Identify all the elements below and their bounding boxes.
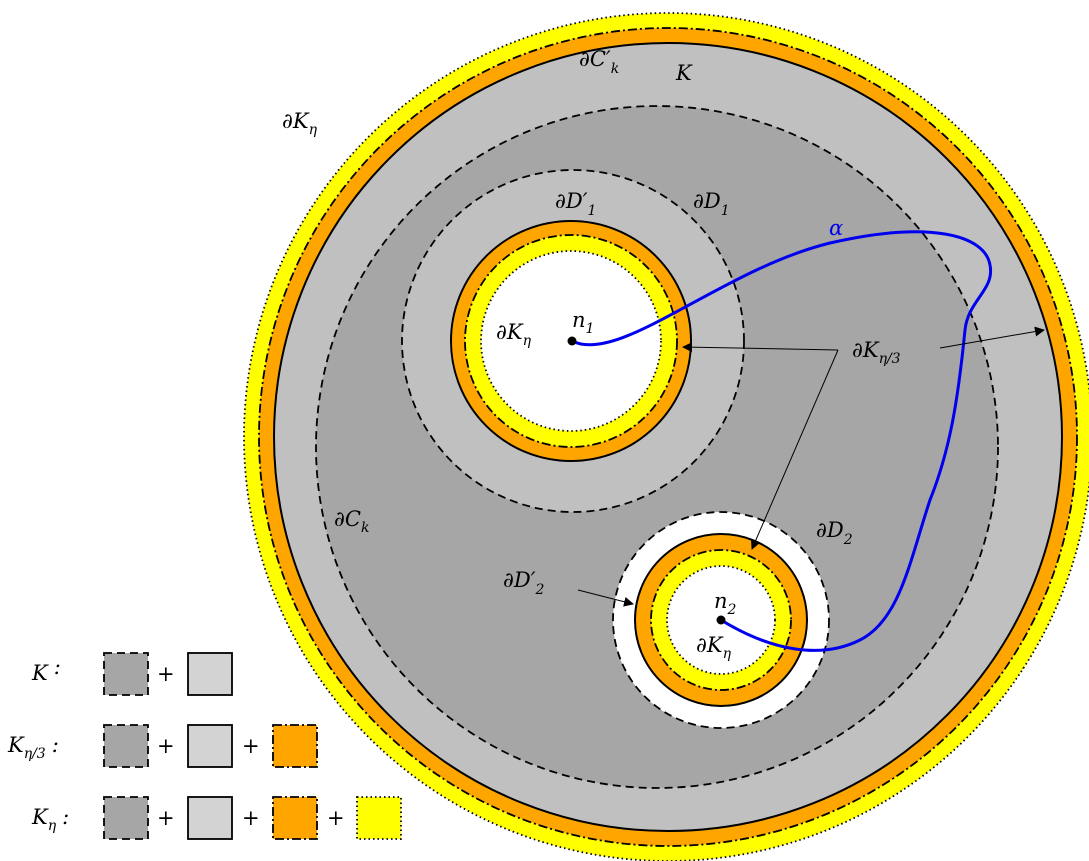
swatch-dark-gray (103, 652, 149, 696)
swatch-orange (272, 796, 318, 840)
arrow-to-hole2-ring (750, 349, 839, 550)
label-K: K (675, 61, 693, 85)
legend-row-K-label: K: (31, 655, 61, 685)
label-dK-eta-third: ∂Kη/3 (852, 338, 901, 367)
label-n2: n2 (714, 589, 737, 618)
label-dD1-prime: ∂D′1 (555, 189, 596, 219)
label-n1: n1 (572, 308, 594, 337)
arrow-to-outer-ring (939, 326, 1045, 349)
plus-sign: + (157, 662, 175, 686)
plus-sign: + (327, 806, 345, 830)
point-n1 (567, 336, 577, 346)
label-dK-eta-outer: ∂Kη (282, 109, 318, 138)
legend-row-K-eta-third-label: Kη/3: (7, 733, 59, 762)
label-dC-k: ∂Ck (334, 507, 369, 536)
arrow-to-D2-prime (577, 589, 634, 607)
plus-sign: + (157, 734, 175, 758)
plus-sign: + (242, 734, 260, 758)
curve-alpha (571, 230, 993, 652)
legend: K: + Kη/3: + + Kη: + + + (7, 652, 402, 840)
label-dD1: ∂D1 (693, 189, 730, 219)
label-dD2-prime: ∂D′2 (503, 568, 544, 598)
swatch-light-gray (187, 724, 233, 768)
label-alpha: α (829, 216, 843, 240)
plus-sign: + (242, 806, 260, 830)
label-dD2: ∂D2 (816, 518, 853, 548)
swatch-dark-gray (103, 724, 149, 768)
plus-sign: + (157, 806, 175, 830)
label-dK-eta-hole2: ∂Kη (696, 633, 732, 662)
swatch-light-gray (187, 796, 233, 840)
swatch-orange (272, 724, 318, 768)
arrow-to-hole1-ring (682, 342, 839, 353)
point-n2 (716, 615, 726, 625)
swatch-yellow (356, 796, 402, 840)
swatch-light-gray (187, 652, 233, 696)
swatch-dark-gray (103, 796, 149, 840)
legend-row-K-eta-label: Kη: (31, 805, 69, 834)
label-dK-eta-hole1: ∂Kη (496, 320, 532, 349)
label-dC-k-prime: ∂C′k (579, 47, 619, 77)
